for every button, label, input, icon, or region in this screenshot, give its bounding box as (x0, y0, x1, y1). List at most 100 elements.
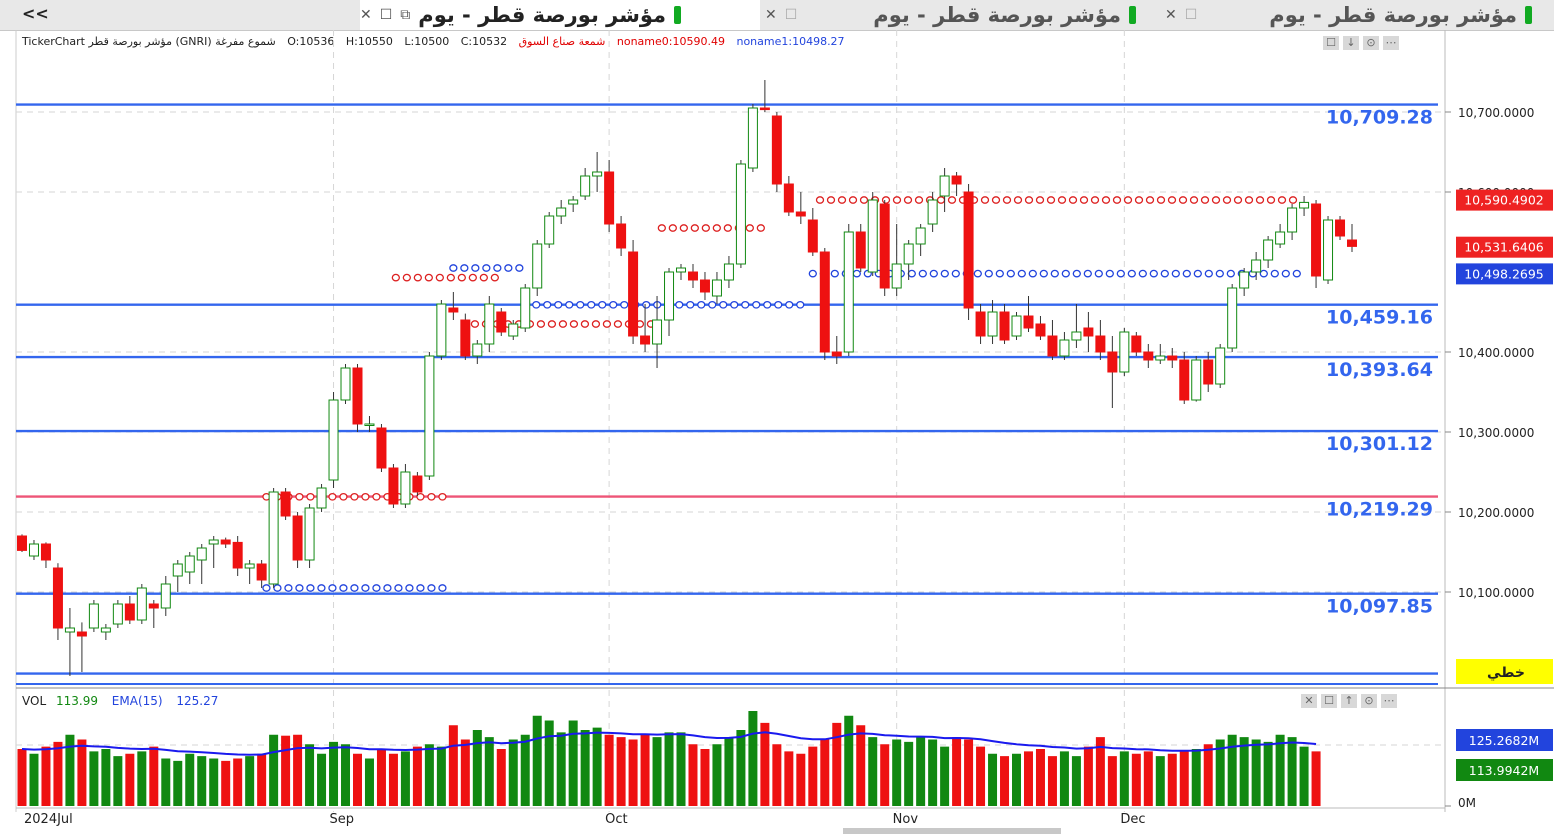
maximize-pane-icon[interactable]: ☐ (1321, 694, 1337, 708)
y-tick-label: 10,600.0000 (1458, 186, 1534, 200)
horizontal-scrollbar (843, 828, 1061, 834)
close-tab-icon[interactable]: ✕ (1165, 7, 1177, 23)
candle-body (316, 487, 327, 509)
signal-marker (565, 300, 574, 309)
signal-marker (493, 264, 502, 272)
price-tag-box (1456, 236, 1553, 258)
signal-marker (1156, 196, 1166, 204)
y-tick-label: 10,200.0000 (1458, 506, 1534, 520)
signal-marker (1050, 269, 1059, 278)
maximize-tab-icon[interactable]: ☐ (379, 7, 393, 23)
close-tab-icon[interactable]: ✕ (765, 7, 777, 23)
tab-title: مؤشر بورصة قطر - يوم (873, 3, 1122, 27)
volume-bar (1119, 751, 1129, 806)
detach-tab-icon[interactable]: ⧉ (400, 7, 411, 23)
status-indicator-icon (1129, 6, 1137, 24)
signal-marker (1002, 196, 1012, 204)
candle-body (783, 183, 794, 213)
tab-inactive-2[interactable]: ✕ ☐ مؤشر بورصة قطر - يوم (1165, 0, 1554, 30)
volume-bar (400, 751, 410, 806)
candle-body (268, 491, 279, 585)
signal-marker (1149, 269, 1158, 278)
signal-marker (624, 320, 634, 328)
volume-bar (329, 741, 339, 806)
price-tag-label: 10,590.4902 (1464, 193, 1544, 208)
signal-marker (449, 264, 458, 272)
signal-marker (808, 269, 817, 278)
volume-bar (1191, 749, 1201, 806)
collapse-tabs-button[interactable]: << (22, 4, 49, 23)
volume-bar (149, 746, 159, 806)
volume-bar (904, 741, 914, 806)
close-pane-icon[interactable]: ✕ (1301, 694, 1317, 708)
signal-marker (306, 492, 315, 501)
close-tab-icon[interactable]: ✕ (360, 7, 372, 23)
more-icon[interactable]: ⋯ (1381, 694, 1397, 708)
volume-bar (940, 746, 950, 806)
x-tick-label: Sep (330, 812, 355, 827)
tab-active[interactable]: ✕ ☐ ⧉ مؤشر بورصة قطر - يوم (360, 0, 760, 30)
signal-marker (328, 492, 337, 501)
signal-marker (1270, 269, 1279, 278)
signal-marker (1112, 196, 1122, 204)
candle-body (568, 199, 579, 205)
level-label: 10,459.16 (1326, 307, 1433, 329)
x-tick-label: Nov (893, 812, 919, 827)
candle-body (628, 251, 639, 337)
status-indicator-icon (1525, 6, 1533, 24)
tab-inactive-1[interactable]: ✕ ☐ مؤشر بورصة قطر - يوم (765, 0, 1155, 30)
move-down-icon[interactable]: ↓ (1343, 36, 1359, 50)
signal-marker (1094, 269, 1103, 278)
signal-marker (503, 320, 513, 328)
signal-marker (438, 492, 447, 501)
signal-marker (284, 584, 293, 592)
signal-marker (317, 584, 326, 592)
candle-body (256, 563, 267, 581)
level-label: 10,393.64 (1326, 359, 1433, 381)
maximize-tab-icon[interactable]: ☐ (784, 7, 798, 23)
candle-body (76, 631, 87, 637)
volume-bar (748, 711, 758, 806)
more-icon[interactable]: ⋯ (1383, 36, 1399, 50)
signal-marker (1123, 196, 1133, 204)
candle-body (999, 311, 1010, 341)
volume-bar (364, 758, 374, 806)
volume-bar (508, 739, 518, 806)
signal-marker (405, 584, 414, 592)
volume-bar (29, 753, 39, 806)
candle-body (1143, 351, 1154, 361)
signal-marker (391, 273, 400, 282)
move-up-icon[interactable]: ↑ (1341, 694, 1357, 708)
signal-marker (991, 196, 1001, 204)
volume-bar (868, 737, 878, 806)
y-tick-label: 10,300.0000 (1458, 426, 1534, 440)
signal-marker (620, 300, 629, 309)
signal-marker (470, 320, 480, 328)
signal-marker (1266, 196, 1276, 204)
candle-body (520, 287, 531, 329)
signal-marker (372, 492, 381, 501)
volume-bar (736, 730, 746, 806)
signal-marker (1006, 269, 1015, 278)
info-line: TickerChart مؤشر بورصة قطر (GNRI) شموع م… (22, 35, 853, 48)
price-tag: 10,498.2695 (1456, 263, 1553, 285)
candle-body (388, 467, 399, 505)
maximize-tab-icon[interactable]: ☐ (1184, 7, 1198, 23)
maximize-pane-icon[interactable]: ☐ (1323, 36, 1339, 50)
signal-marker (1028, 269, 1037, 278)
settings-icon[interactable]: ⊙ (1363, 36, 1379, 50)
volume-bar (1107, 756, 1117, 806)
candle-body (640, 335, 651, 345)
settings-icon[interactable]: ⊙ (1361, 694, 1377, 708)
volume-tag-box (1456, 759, 1553, 781)
candle-body (400, 471, 411, 505)
volume-bar (65, 734, 75, 806)
candle-body (376, 427, 387, 469)
signal-marker (402, 273, 411, 282)
signal-marker (885, 269, 894, 278)
candle-body (172, 563, 183, 577)
level-label: 10,301.12 (1326, 433, 1433, 455)
volume-legend: VOL 113.99 EMA(15) 125.27 (22, 694, 218, 708)
signal-marker (712, 224, 721, 232)
